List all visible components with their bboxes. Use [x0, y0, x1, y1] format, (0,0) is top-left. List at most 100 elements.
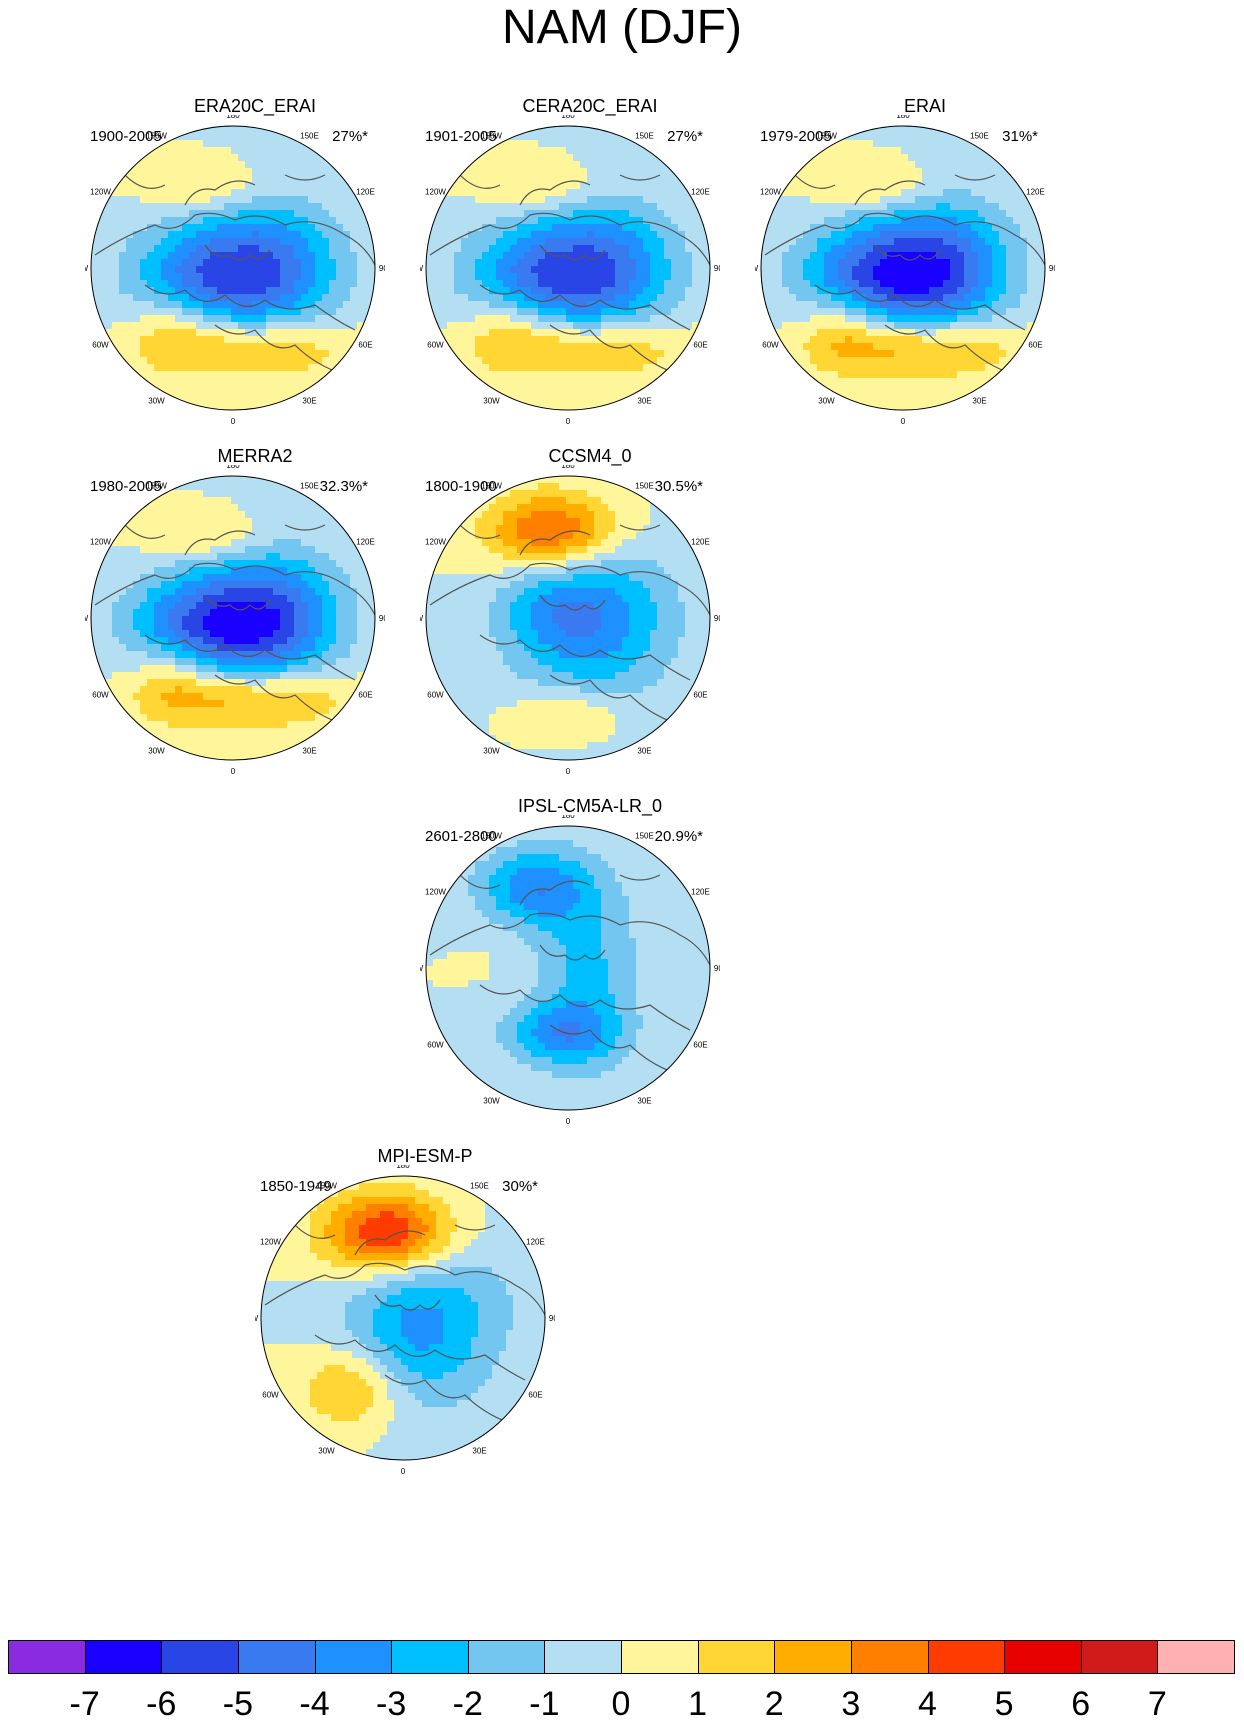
colorbar-label: -5 — [208, 1684, 268, 1724]
lon-label: 120W — [425, 538, 446, 547]
lon-label: 90E — [379, 614, 385, 623]
colorbar-swatch — [391, 1640, 469, 1674]
lon-label: 120W — [90, 188, 111, 197]
lon-label: 90W — [420, 614, 424, 623]
lon-label: 30E — [302, 397, 316, 406]
lon-label: 150E — [635, 482, 654, 491]
lon-label: 30E — [302, 747, 316, 756]
lon-label: 90E — [714, 264, 720, 273]
lon-label: 180 — [561, 815, 575, 820]
colorbar-label: -7 — [55, 1684, 115, 1724]
panel-title: ERAI — [755, 95, 1095, 117]
lon-label: 60E — [358, 341, 372, 350]
lon-label: 150E — [635, 832, 654, 841]
colorbar-swatch — [544, 1640, 622, 1674]
lon-label: 120E — [1026, 188, 1045, 197]
lon-label: 180 — [561, 465, 575, 470]
polar-map: 180150E120E90E60E30E030W60W90W120W150W — [420, 815, 720, 1125]
lon-label: 60W — [427, 1041, 444, 1050]
lon-label: 30E — [472, 1447, 486, 1456]
colorbar-label: 2 — [744, 1684, 804, 1724]
lon-label: 180 — [396, 1165, 410, 1170]
colorbar-label: 1 — [668, 1684, 728, 1724]
lon-label: 60W — [427, 341, 444, 350]
colorbar-swatch — [1081, 1640, 1159, 1674]
lon-label: 120E — [526, 1238, 545, 1247]
map-panel-mpi: MPI-ESM-P1850-194930%*180150E120E90E60E3… — [255, 1145, 595, 1485]
colorbar-label: 4 — [898, 1684, 958, 1724]
colorbar-swatch — [698, 1640, 776, 1674]
lon-label: 90E — [714, 964, 720, 973]
lon-label: 30W — [818, 397, 835, 406]
colorbar-swatch — [468, 1640, 546, 1674]
lon-label: 120W — [760, 188, 781, 197]
lon-label: 0 — [566, 767, 571, 775]
map-panel-ccsm4: CCSM4_01800-190030.5%*180150E120E90E60E3… — [420, 445, 760, 785]
colorbar-label: 3 — [821, 1684, 881, 1724]
lon-label: 90E — [714, 614, 720, 623]
colorbar-swatch — [928, 1640, 1006, 1674]
lon-label: 60E — [693, 1041, 707, 1050]
colorbar-swatch — [8, 1640, 86, 1674]
lon-label: 90E — [379, 264, 385, 273]
lon-label: 150E — [470, 1182, 489, 1191]
lon-label: 150W — [481, 482, 502, 491]
lon-label: 30W — [148, 747, 165, 756]
lon-label: 90W — [85, 264, 89, 273]
lon-label: 90W — [255, 1314, 259, 1323]
lon-label: 60E — [693, 341, 707, 350]
colorbar-label: 7 — [1127, 1684, 1187, 1724]
polar-map: 180150E120E90E60E30E030W60W90W120W150W — [255, 1165, 555, 1475]
colorbar-label: -6 — [131, 1684, 191, 1724]
lon-label: 120E — [691, 538, 710, 547]
colorbar — [8, 1640, 1234, 1676]
colorbar-swatch — [315, 1640, 393, 1674]
lon-label: 150W — [146, 132, 167, 141]
lon-label: 30E — [972, 397, 986, 406]
lon-label: 60W — [762, 341, 779, 350]
colorbar-swatch — [161, 1640, 239, 1674]
lon-label: 0 — [566, 417, 571, 425]
lon-label: 120E — [691, 888, 710, 897]
lon-label: 0 — [401, 1467, 406, 1475]
colorbar-label: 0 — [591, 1684, 651, 1724]
lon-label: 30E — [637, 397, 651, 406]
colorbar-swatch — [1004, 1640, 1082, 1674]
polar-map: 180150E120E90E60E30E030W60W90W120W150W — [420, 465, 720, 775]
panel-title: CCSM4_0 — [420, 445, 760, 467]
colorbar-swatch — [774, 1640, 852, 1674]
panel-title: MPI-ESM-P — [255, 1145, 595, 1167]
lon-label: 90W — [420, 264, 424, 273]
figure-title: NAM (DJF) — [0, 0, 1244, 56]
panel-title: CERA20C_ERAI — [420, 95, 760, 117]
lon-label: 30W — [148, 397, 165, 406]
lon-label: 150E — [300, 132, 319, 141]
lon-label: 120W — [260, 1238, 281, 1247]
lon-label: 60W — [92, 691, 109, 700]
lon-label: 150W — [146, 482, 167, 491]
polar-map: 180150E120E90E60E30E030W60W90W120W150W — [755, 115, 1055, 425]
lon-label: 0 — [231, 767, 236, 775]
lon-label: 120W — [425, 888, 446, 897]
map-panel-erai: ERAI1979-200531%*180150E120E90E60E30E030… — [755, 95, 1095, 435]
lon-label: 60E — [1028, 341, 1042, 350]
colorbar-swatch — [85, 1640, 163, 1674]
lon-label: 60W — [427, 691, 444, 700]
lon-label: 90E — [549, 1314, 555, 1323]
lon-label: 0 — [231, 417, 236, 425]
colorbar-swatch — [851, 1640, 929, 1674]
colorbar-swatch — [238, 1640, 316, 1674]
lon-label: 30W — [318, 1447, 335, 1456]
lon-label: 150E — [635, 132, 654, 141]
lon-label: 30W — [483, 747, 500, 756]
polar-map: 180150E120E90E60E30E030W60W90W120W150W — [85, 115, 385, 425]
lon-label: 90W — [85, 614, 89, 623]
colorbar-swatch — [1157, 1640, 1235, 1674]
lon-label: 180 — [226, 465, 240, 470]
lon-label: 60E — [358, 691, 372, 700]
lon-label: 180 — [561, 115, 575, 120]
polar-map: 180150E120E90E60E30E030W60W90W120W150W — [420, 115, 720, 425]
lon-label: 150W — [481, 132, 502, 141]
lon-label: 180 — [226, 115, 240, 120]
